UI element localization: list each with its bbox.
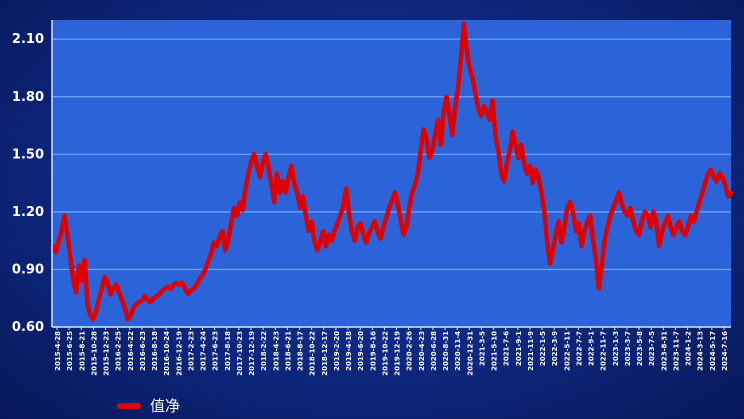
plot-area (52, 20, 731, 327)
x-tick-label: 2019-4-18 (345, 331, 353, 371)
x-tick-label: 2022-9-1 (588, 331, 596, 366)
x-tick-label: 2019-6-20 (357, 331, 365, 371)
x-tick-label: 2024-7-16 (721, 331, 729, 371)
y-tick-label: 1.50 (12, 147, 44, 162)
x-tick-label: 2024-3-13 (697, 331, 705, 371)
x-tick-label: 2018-12-17 (321, 331, 329, 376)
y-axis-ticks: 0.60 0.90 1.20 1.50 1.80 2.10 (12, 32, 44, 335)
x-tick-label: 2020-11-4 (454, 331, 462, 371)
x-tick-label: 2019-2-20 (333, 331, 341, 371)
x-tick-label: 2016-6-23 (139, 331, 147, 371)
x-tick-label: 2016-12-19 (175, 331, 183, 376)
x-tick-label: 2016-2-25 (115, 331, 123, 371)
x-tick-label: 2017-10-23 (236, 331, 244, 376)
x-tick-label: 2017-8-18 (224, 331, 232, 371)
x-tick-label: 2021-11-9 (527, 331, 535, 371)
x-tick-label: 2022-11-7 (600, 331, 608, 371)
x-tick-label: 2020-12-31 (466, 331, 474, 376)
x-tick-label: 2020-2-26 (406, 331, 414, 371)
y-tick-label: 1.80 (12, 90, 44, 105)
x-tick-label: 2021-7-6 (503, 331, 511, 366)
series-layer (50, 21, 734, 322)
x-tick-label: 2022-5-11 (563, 331, 571, 371)
x-tick-label: 2020-4-23 (418, 331, 426, 371)
x-tick-label: 2024-5-17 (709, 331, 717, 371)
x-tick-label: 2016-4-22 (127, 331, 135, 371)
x-tick-label: 2018-4-23 (272, 331, 280, 371)
x-tick-label: 2015-6-25 (66, 331, 74, 371)
x-tick-label: 2019-12-19 (394, 331, 402, 376)
x-tick-label: 2021-9-1 (515, 331, 523, 366)
x-tick-label: 2016-10-24 (163, 331, 171, 376)
x-tick-label: 2019-10-22 (381, 331, 389, 376)
x-tick-label: 2015-8-21 (78, 331, 86, 371)
x-tick-label: 2022-3-9 (551, 331, 559, 366)
x-tick-label: 2023-5-8 (636, 331, 644, 366)
x-tick-label: 2023-11-7 (672, 331, 680, 371)
x-tick-label: 2023-3-7 (624, 331, 632, 366)
x-tick-label: 2015-10-28 (90, 331, 98, 376)
series-line-net-value (50, 21, 734, 322)
x-tick-label: 2021-3-5 (478, 331, 486, 366)
x-tick-label: 2022-1-5 (539, 331, 547, 366)
x-tick-label: 2018-10-22 (309, 331, 317, 376)
plot-background (52, 20, 731, 327)
x-tick-label: 2018-8-17 (297, 331, 305, 371)
y-tick-label: 1.20 (12, 205, 44, 220)
x-tick-label: 2017-4-24 (200, 331, 208, 371)
x-tick-label: 2020-6-28 (430, 331, 438, 371)
x-tick-label: 2017-2-23 (187, 331, 195, 371)
y-tick-label: 2.10 (12, 32, 44, 47)
x-tick-label: 2015-12-23 (103, 331, 111, 376)
x-tick-label: 2021-5-10 (491, 331, 499, 371)
x-tick-label: 2018-6-21 (284, 331, 292, 371)
x-tick-label: 2015-4-28 (54, 331, 62, 371)
x-tick-label: 2023-7-5 (648, 331, 656, 366)
y-tick-label: 0.60 (12, 320, 44, 335)
x-tick-label: 2022-7-7 (575, 331, 583, 366)
axes (51, 20, 731, 328)
x-tick-label: 2023-8-31 (660, 331, 668, 371)
legend-label: 值净 (150, 397, 180, 415)
y-tick-label: 0.90 (12, 262, 44, 277)
x-tick-label: 2018-2-22 (260, 331, 268, 371)
x-tick-label: 2019-8-16 (369, 331, 377, 371)
legend: 值净 (117, 397, 180, 415)
x-tick-label: 2016-8-18 (151, 331, 159, 371)
x-tick-label: 2017-12-19 (248, 331, 256, 376)
x-tick-label: 2024-1-2 (685, 331, 693, 366)
x-tick-label: 2023-1-3 (612, 331, 620, 366)
x-tick-label: 2020-8-31 (442, 331, 450, 371)
x-axis-ticks: 2015-4-28 2015-6-25 2015-8-21 2015-10-28 201… (54, 327, 729, 376)
x-tick-label: 2017-6-23 (212, 331, 220, 371)
